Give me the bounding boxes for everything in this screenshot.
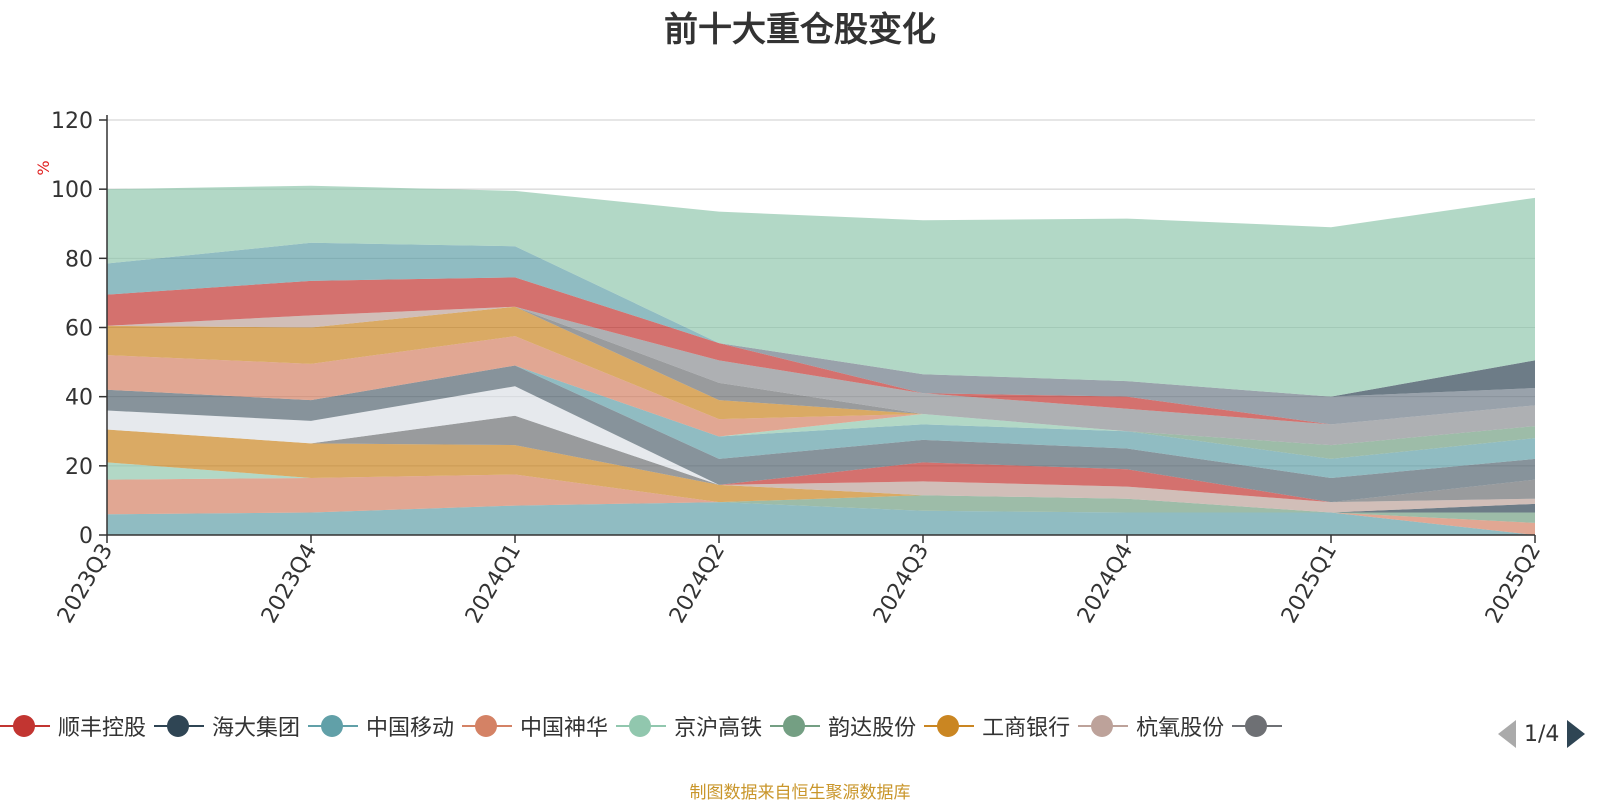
legend-item[interactable]: 韵达股份 <box>770 710 916 742</box>
area-series-15 <box>107 306 1535 446</box>
x-tick-label-0: 2023Q3 <box>53 540 118 628</box>
legend-marker-icon <box>308 714 359 738</box>
y-axis-label: % <box>34 160 53 175</box>
legend-marker-icon <box>1078 714 1129 738</box>
area-series-13 <box>107 365 1535 459</box>
area-series-19 <box>107 277 1535 425</box>
area-series-17 <box>107 306 1535 446</box>
y-tick-label-3: 60 <box>65 317 93 342</box>
legend-marker-icon <box>1232 714 1283 738</box>
area-series-3 <box>107 462 1535 523</box>
area-series-11 <box>107 365 1535 478</box>
legend-next-arrow-icon[interactable] <box>1567 720 1586 748</box>
legend-pager: 1/4 <box>1498 720 1586 748</box>
legend-label: 顺丰控股 <box>58 716 147 741</box>
chart-legend: 顺丰控股 海大集团 中国移动 中国神华 京沪高铁 韵达股份 工商银行 杭氧股份 <box>0 710 1298 746</box>
area-series-8 <box>107 415 1535 503</box>
area-series-10 <box>107 365 1535 503</box>
legend-item[interactable]: 中国神华 <box>462 710 608 742</box>
legend-item[interactable]: 工商银行 <box>924 710 1070 742</box>
legend-label: 工商银行 <box>982 716 1071 741</box>
area-series-0 <box>107 502 1535 535</box>
y-tick-label-4: 80 <box>65 247 93 272</box>
legend-item[interactable]: 杭氧股份 <box>1078 710 1224 742</box>
area-series-1 <box>107 474 1535 535</box>
legend-marker-icon <box>0 714 50 738</box>
legend-label: 韵达股份 <box>828 716 917 741</box>
legend-label: 中国神华 <box>520 716 609 741</box>
area-series-22 <box>107 242 1535 397</box>
legend-item[interactable]: 京沪高铁 <box>616 710 762 742</box>
y-tick-label-5: 100 <box>51 178 93 203</box>
y-tick-label-0: 0 <box>79 524 93 549</box>
data-source-note: 制图数据来自恒生聚源数据库 <box>689 783 911 803</box>
legend-label: 海大集团 <box>212 716 301 741</box>
y-tick-label-2: 40 <box>65 386 93 411</box>
legend-item[interactable]: 中国移动 <box>308 710 454 742</box>
chart-title: 前十大重仓股变化 <box>664 10 936 50</box>
legend-item[interactable] <box>1232 714 1290 738</box>
x-tick-label-5: 2024Q4 <box>1073 540 1138 628</box>
legend-marker-icon <box>770 714 821 738</box>
area-series-6 <box>107 429 1535 513</box>
legend-label: 杭氧股份 <box>1136 716 1225 741</box>
legend-marker-icon <box>154 714 205 738</box>
legend-marker-icon <box>462 714 513 738</box>
legend-item[interactable]: 顺丰控股 <box>0 710 146 742</box>
y-tick-label-1: 20 <box>65 455 93 480</box>
x-tick-label-2: 2024Q1 <box>461 540 526 628</box>
area-series-23 <box>107 185 1535 397</box>
x-tick-label-1: 2023Q4 <box>257 540 322 628</box>
legend-label: 京沪高铁 <box>674 716 763 741</box>
area-series-14 <box>107 336 1535 446</box>
area-series-7 <box>107 415 1535 503</box>
area-series-9 <box>107 386 1535 503</box>
legend-marker-icon <box>924 714 975 738</box>
y-tick-label-6: 120 <box>51 109 93 134</box>
area-series-4 <box>107 429 1535 513</box>
x-tick-label-4: 2024Q3 <box>869 540 934 628</box>
legend-prev-arrow-icon[interactable] <box>1498 720 1516 748</box>
legend-item[interactable]: 海大集团 <box>154 710 300 742</box>
area-series-18 <box>107 306 1535 446</box>
area-series-20 <box>107 277 1535 425</box>
x-tick-label-6: 2025Q1 <box>1277 540 1342 628</box>
legend-label: 中国移动 <box>366 716 455 741</box>
x-tick-label-7: 2025Q2 <box>1481 540 1546 628</box>
x-tick-label-3: 2024Q2 <box>665 540 730 628</box>
legend-marker-icon <box>616 714 667 738</box>
legend-page-indicator: 1/4 <box>1524 721 1560 747</box>
